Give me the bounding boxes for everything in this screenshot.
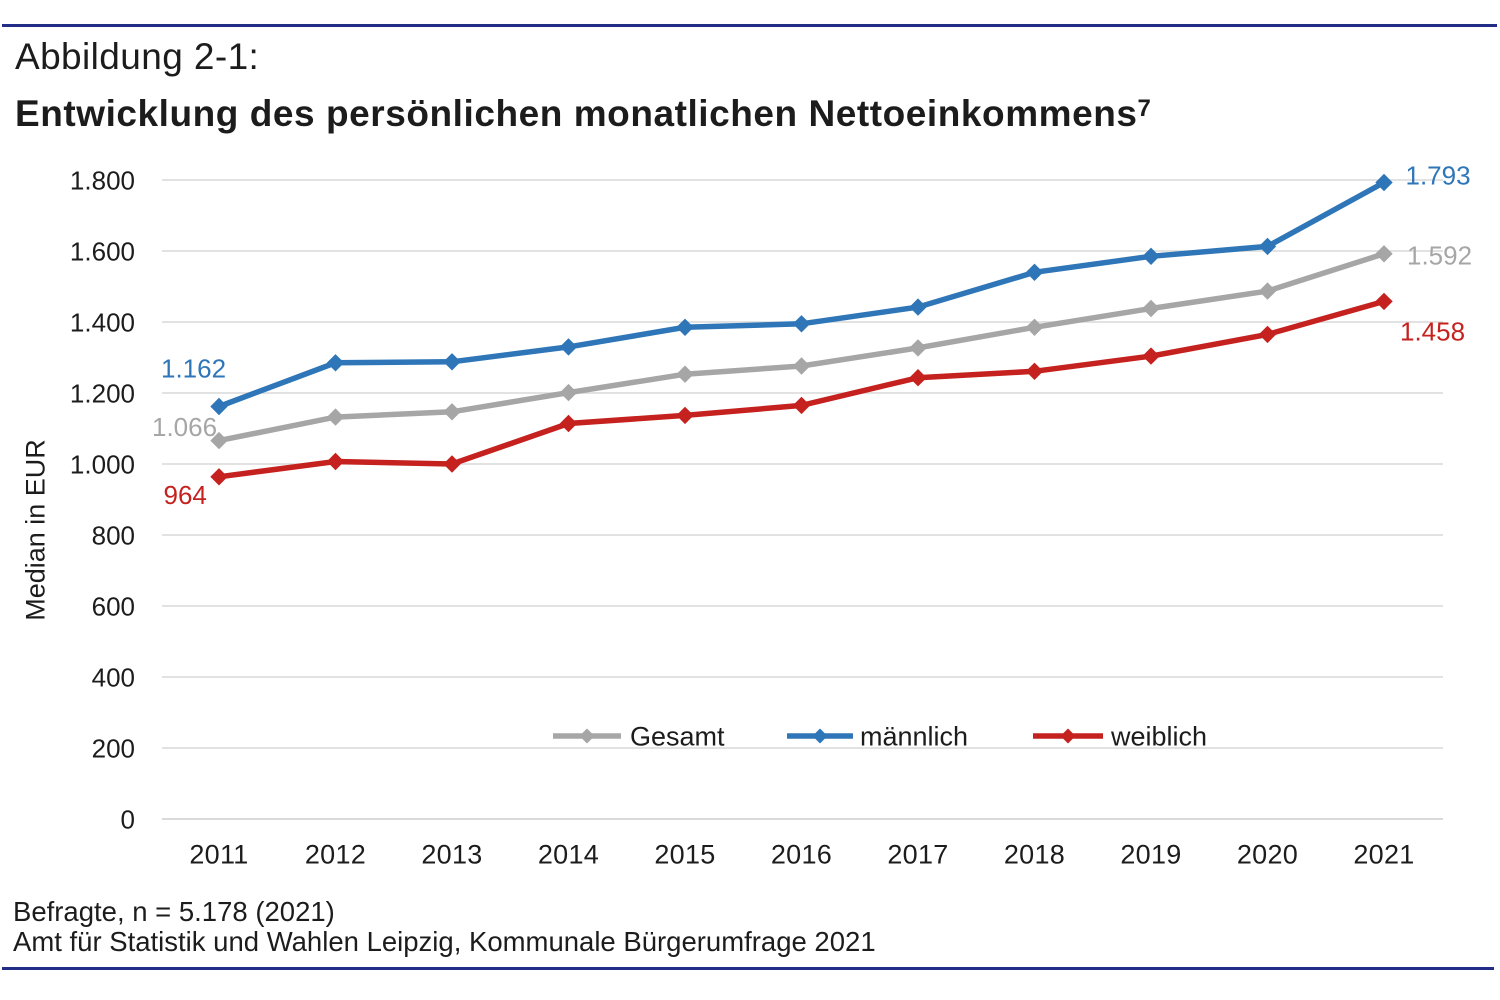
svg-text:weiblich: weiblich <box>1110 722 1207 752</box>
svg-text:Gesamt: Gesamt <box>630 722 725 752</box>
svg-text:2018: 2018 <box>1004 840 1065 870</box>
svg-text:400: 400 <box>92 663 135 693</box>
svg-text:2017: 2017 <box>887 840 948 870</box>
svg-text:1.458: 1.458 <box>1400 317 1465 347</box>
svg-text:964: 964 <box>164 480 207 510</box>
svg-text:männlich: männlich <box>860 722 968 752</box>
svg-text:600: 600 <box>92 592 135 622</box>
svg-text:200: 200 <box>92 734 135 764</box>
svg-text:2014: 2014 <box>538 840 599 870</box>
svg-text:800: 800 <box>92 521 135 551</box>
svg-text:0: 0 <box>121 805 135 835</box>
svg-text:2019: 2019 <box>1120 840 1181 870</box>
svg-text:2012: 2012 <box>305 840 366 870</box>
svg-text:1.400: 1.400 <box>70 308 135 338</box>
svg-text:1.793: 1.793 <box>1406 161 1471 191</box>
svg-text:2011: 2011 <box>189 840 248 870</box>
svg-text:1.592: 1.592 <box>1407 241 1472 271</box>
svg-text:2016: 2016 <box>771 840 832 870</box>
svg-text:1.162: 1.162 <box>161 354 226 384</box>
svg-text:1.600: 1.600 <box>70 237 135 267</box>
svg-text:1.800: 1.800 <box>70 166 135 196</box>
svg-text:2013: 2013 <box>421 840 482 870</box>
svg-text:2021: 2021 <box>1353 840 1414 870</box>
svg-text:2020: 2020 <box>1237 840 1298 870</box>
svg-text:2015: 2015 <box>654 840 715 870</box>
svg-text:1.000: 1.000 <box>70 450 135 480</box>
svg-text:1.066: 1.066 <box>152 412 217 442</box>
svg-text:Median in EUR: Median in EUR <box>21 439 51 621</box>
svg-text:1.200: 1.200 <box>70 379 135 409</box>
